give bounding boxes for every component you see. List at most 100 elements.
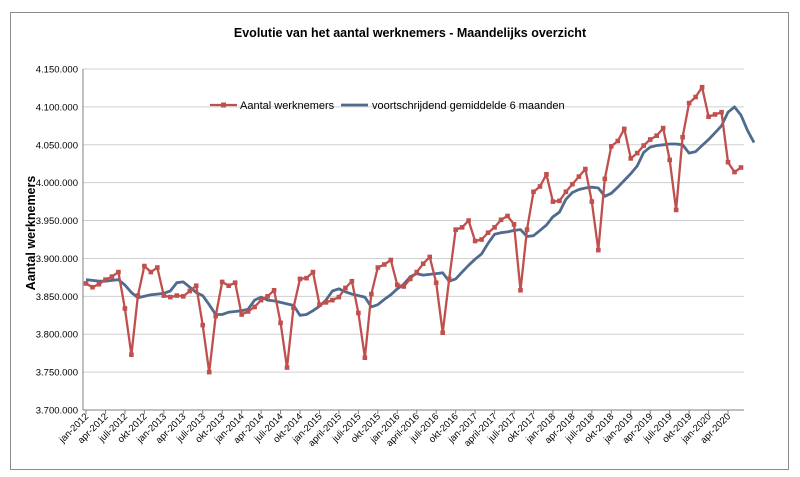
data-point: [394, 282, 400, 288]
data-point: [148, 269, 154, 275]
data-point: [621, 126, 627, 132]
gridlines: [83, 68, 744, 411]
data-point: [459, 225, 465, 230]
data-point: [537, 184, 543, 189]
data-point: [732, 169, 737, 175]
y-tick-label: 4.150.000: [36, 65, 78, 76]
data-point: [511, 222, 517, 227]
data-point: [90, 284, 95, 290]
data-point: [252, 304, 257, 310]
data-point: [206, 369, 212, 375]
data-point: [193, 283, 199, 289]
data-point: [427, 254, 433, 260]
data-point: [213, 313, 219, 319]
data-point: [180, 294, 186, 299]
data-point: [226, 283, 231, 289]
data-point: [343, 285, 348, 291]
data-point: [271, 287, 277, 293]
data-point: [693, 94, 698, 100]
data-point: [245, 309, 251, 314]
data-point: [563, 189, 569, 195]
data-point: [479, 237, 484, 242]
data-point: [550, 199, 556, 204]
data-point: [239, 312, 244, 317]
data-point: [278, 320, 283, 326]
data-point: [505, 213, 510, 219]
data-point: [518, 287, 523, 293]
data-point: [531, 189, 536, 195]
axes: 3.700.000 3.750.000 3.800.000 3.850.000 3.90…: [36, 65, 744, 449]
data-point: [142, 263, 147, 269]
data-point: [129, 352, 134, 357]
data-point: [323, 300, 329, 305]
chart-frame: Evolutie van het aantal werknemers - Maa…: [10, 12, 789, 470]
data-point: [109, 274, 115, 279]
data-point: [356, 310, 361, 316]
data-point: [602, 176, 608, 182]
data-point: [498, 217, 504, 223]
data-point: [414, 269, 420, 275]
data-point: [667, 157, 672, 163]
data-point: [96, 281, 102, 287]
series-lines: [83, 84, 756, 375]
data-point: [258, 297, 264, 303]
data-point: [168, 294, 173, 300]
y-tick-label: 4.050.000: [36, 140, 78, 151]
y-tick-label: 3.800.000: [36, 330, 78, 341]
data-point: [719, 109, 724, 115]
employees-line: [85, 86, 742, 374]
data-point: [369, 291, 374, 297]
data-point: [440, 330, 445, 336]
data-point: [725, 159, 731, 165]
data-point: [116, 269, 121, 275]
data-point: [336, 294, 342, 300]
data-point: [647, 137, 653, 142]
data-point: [382, 262, 387, 267]
data-point: [485, 230, 491, 235]
data-point: [291, 305, 296, 310]
legend-label-moving-average: voortschrijdend gemiddelde 6 maanden: [372, 100, 565, 112]
data-point: [654, 133, 659, 138]
data-point: [628, 156, 634, 161]
y-axis-label: Aantal werknemers: [24, 176, 38, 291]
y-tick-label: 3.950.000: [36, 216, 78, 227]
data-point: [200, 322, 206, 328]
data-point: [122, 306, 128, 311]
y-tick-label: 3.750.000: [36, 368, 78, 379]
data-point: [699, 84, 705, 90]
legend: Aantal werknemers voortschrijdend gemidde…: [210, 100, 565, 112]
data-point: [634, 150, 640, 156]
data-point: [589, 199, 595, 204]
data-point: [492, 225, 497, 230]
data-point: [388, 257, 394, 263]
data-point: [608, 143, 614, 149]
y-tick-label: 3.850.000: [36, 292, 78, 303]
data-point: [570, 181, 575, 187]
y-tick-label: 4.100.000: [36, 102, 78, 113]
data-point: [660, 125, 666, 131]
data-point: [375, 265, 381, 270]
data-point: [219, 279, 225, 285]
y-tick-label: 4.000.000: [36, 178, 78, 189]
data-point: [615, 138, 621, 144]
data-point: [466, 218, 471, 223]
y-tick-label: 3.900.000: [36, 254, 78, 265]
data-point: [453, 227, 458, 232]
data-point: [161, 293, 167, 298]
data-point: [433, 280, 439, 285]
data-point: [135, 293, 141, 298]
data-point: [284, 365, 290, 370]
data-point: [706, 114, 711, 120]
chart-title: Evolutie van het aantal werknemers - Maa…: [234, 26, 587, 40]
data-point: [83, 281, 89, 286]
data-point: [738, 165, 744, 170]
data-point: [265, 294, 270, 299]
data-point: [362, 355, 368, 361]
data-point: [583, 166, 588, 172]
data-point: [686, 100, 692, 106]
data-point: [673, 207, 679, 213]
data-point: [472, 238, 478, 244]
legend-marker-employees: [221, 102, 226, 108]
data-point: [420, 261, 426, 267]
data-point: [544, 172, 549, 177]
